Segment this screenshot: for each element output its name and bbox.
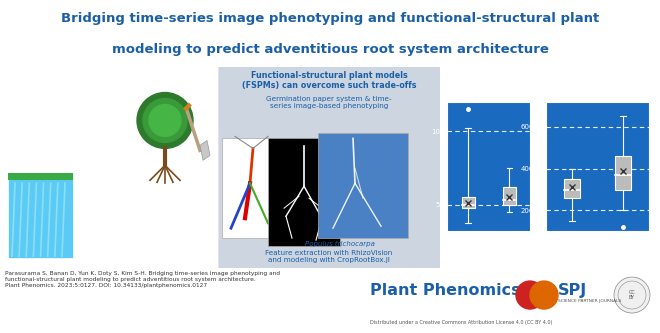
Text: Functional-structural plant models
(FSPMs) can overcome such trade-offs: Functional-structural plant models (FSPM… <box>242 71 416 90</box>
Bar <box>564 179 580 198</box>
Text: Feature extraction with RhizoVision
and modeling with CropRootBox.jl: Feature extraction with RhizoVision and … <box>265 250 393 263</box>
Circle shape <box>530 281 558 309</box>
Text: SPJ: SPJ <box>558 283 587 298</box>
Text: Median number of roots: Median number of roots <box>479 105 559 111</box>
Text: Germination paper system & time-
series image-based phenotyping: Germination paper system & time- series … <box>266 96 392 109</box>
Bar <box>615 156 632 189</box>
Text: Natural but coarse
resolution of RSA: Natural but coarse resolution of RSA <box>15 124 80 137</box>
Circle shape <box>143 99 187 143</box>
Text: High model accuracy when
predicting root growth in 2D: High model accuracy when predicting root… <box>486 238 614 257</box>
Text: modeling to predict adventitious root system architecture: modeling to predict adventitious root sy… <box>112 43 548 57</box>
Circle shape <box>516 281 544 309</box>
Circle shape <box>149 105 181 137</box>
Bar <box>8 173 73 258</box>
Bar <box>318 134 408 238</box>
Polygon shape <box>200 141 210 161</box>
Circle shape <box>614 277 650 313</box>
Text: Parasurama S, Banan D, Yun K, Doty S, Kim S-H. Bridging time-series image phenot: Parasurama S, Banan D, Yun K, Doty S, Ki… <box>5 271 280 288</box>
Text: (Sensitivity was lost when
predicting 3D growth): (Sensitivity was lost when predicting 3D… <box>507 213 593 227</box>
Text: Gel plates: Gel plates <box>80 176 128 185</box>
Text: Root length (mm): Root length (mm) <box>570 105 629 111</box>
Circle shape <box>137 93 193 149</box>
Text: Plant Phenomics: Plant Phenomics <box>370 283 521 298</box>
Bar <box>461 197 475 208</box>
Text: Bridging time-series image phenotyping and functional-structural plant: Bridging time-series image phenotyping a… <box>61 12 599 25</box>
Text: CC
BY: CC BY <box>628 290 636 300</box>
Bar <box>222 139 294 238</box>
Bar <box>8 173 73 180</box>
Bar <box>503 187 516 205</box>
Text: High model fidelity with a
sensitivity rate of 83.5%: High model fidelity with a sensitivity r… <box>492 71 609 90</box>
Bar <box>218 67 440 268</box>
Text: Fine scale but un-
natural model of RSA: Fine scale but un- natural model of RSA <box>80 186 154 199</box>
Text: Populus trichocarpa: Populus trichocarpa <box>305 241 375 247</box>
Bar <box>268 139 340 246</box>
Text: Methods for measuring root system
architecture (RSA) are limited: Methods for measuring root system archit… <box>24 74 194 93</box>
Text: SCIENCE PARTNER JOURNALS: SCIENCE PARTNER JOURNALS <box>558 299 621 303</box>
Text: “Shovelomics”: “Shovelomics” <box>15 114 74 123</box>
Text: Distributed under a Creative Commons Attribution License 4.0 (CC BY 4.0): Distributed under a Creative Commons Att… <box>370 320 552 325</box>
